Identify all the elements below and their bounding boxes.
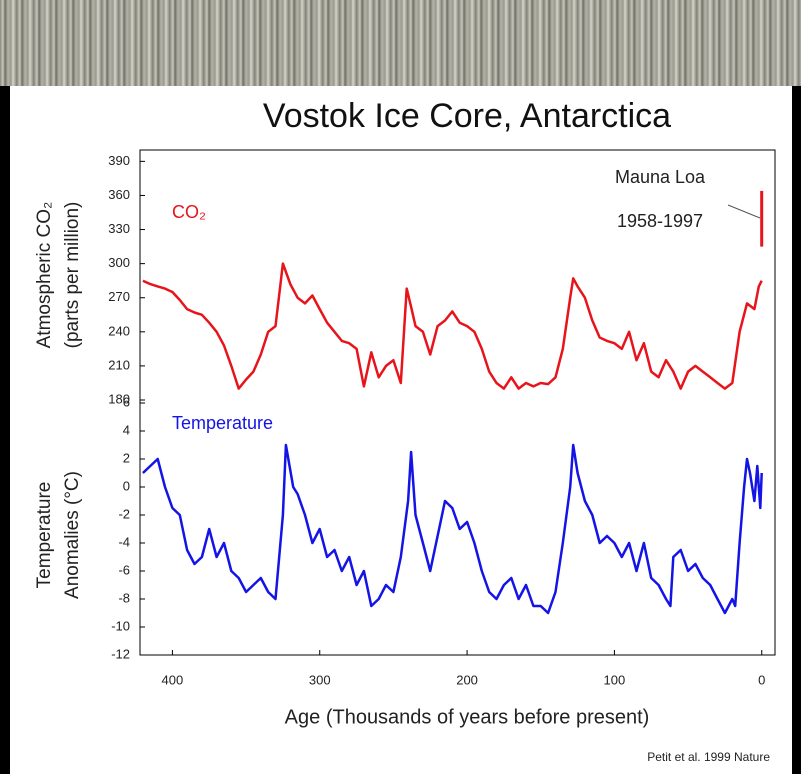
y-tick-label: -4 bbox=[118, 534, 130, 549]
x-tick-label: 0 bbox=[758, 672, 765, 687]
series-label: Temperature bbox=[172, 413, 273, 433]
y-tick-label: -12 bbox=[111, 646, 130, 661]
y-tick-label: 330 bbox=[108, 221, 130, 236]
annotation: Mauna Loa bbox=[615, 167, 706, 187]
y-tick-label: 210 bbox=[108, 357, 130, 372]
y-axis-label: Temperature bbox=[34, 482, 55, 589]
y-tick-label: -10 bbox=[111, 618, 130, 633]
x-tick-label: 200 bbox=[456, 672, 478, 687]
series-line bbox=[143, 264, 762, 389]
y-tick-label: 240 bbox=[108, 323, 130, 338]
x-tick-label: 100 bbox=[604, 672, 626, 687]
series-label: CO₂ bbox=[172, 202, 206, 222]
chart-title: Vostok Ice Core, Antarctica bbox=[263, 97, 671, 135]
x-tick-label: 300 bbox=[309, 672, 331, 687]
y-tick-label: 360 bbox=[108, 187, 130, 202]
y-tick-label: 2 bbox=[123, 450, 130, 465]
y-tick-label: 4 bbox=[123, 422, 130, 437]
annotation-connector bbox=[728, 205, 760, 218]
y-axis-label: Anomalies (°C) bbox=[62, 471, 83, 599]
slide: Vostok Ice Core, Antarctica 180210240270… bbox=[0, 0, 801, 774]
y-tick-label: 0 bbox=[123, 478, 130, 493]
annotation: 1958-1997 bbox=[617, 211, 703, 231]
chart: Vostok Ice Core, Antarctica 180210240270… bbox=[0, 0, 801, 774]
series-line bbox=[143, 445, 762, 613]
x-axis-label: Age (Thousands of years before present) bbox=[285, 706, 650, 728]
y-axis-label: (parts per million) bbox=[62, 202, 83, 349]
y-tick-label: 6 bbox=[123, 394, 130, 409]
x-tick-label: 400 bbox=[162, 672, 184, 687]
y-tick-label: 300 bbox=[108, 255, 130, 270]
y-axis-label: Atmospheric CO₂ bbox=[34, 202, 55, 349]
y-tick-label: -2 bbox=[118, 506, 130, 521]
y-tick-label: 390 bbox=[108, 153, 130, 168]
y-tick-label: -6 bbox=[118, 562, 130, 577]
source-note: Petit et al. 1999 Nature bbox=[647, 750, 770, 764]
y-tick-label: 270 bbox=[108, 289, 130, 304]
y-tick-label: -8 bbox=[118, 590, 130, 605]
